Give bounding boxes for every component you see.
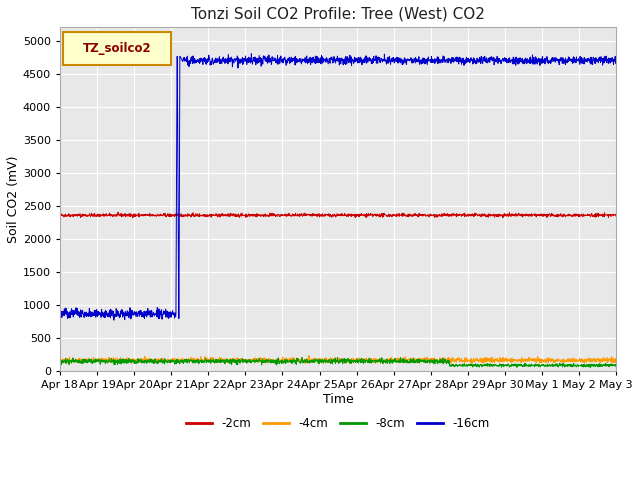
-8cm [494, 364, 502, 370]
-2cm [327, 213, 335, 218]
-8cm [333, 355, 341, 360]
Title: Tonzi Soil CO2 Profile: Tree (West) CO2: Tonzi Soil CO2 Profile: Tree (West) CO2 [191, 7, 485, 22]
-16cm [327, 55, 335, 61]
-4cm [596, 358, 604, 364]
-16cm [312, 58, 320, 63]
Line: -4cm: -4cm [60, 356, 616, 364]
-4cm [327, 356, 335, 362]
-4cm [312, 357, 320, 362]
-4cm [63, 361, 70, 367]
-4cm [84, 356, 92, 362]
Legend: -2cm, -4cm, -8cm, -16cm: -2cm, -4cm, -8cm, -16cm [182, 412, 495, 434]
-4cm [56, 358, 64, 364]
-2cm [495, 214, 502, 219]
-4cm [597, 360, 605, 366]
-2cm [597, 213, 605, 218]
Line: -8cm: -8cm [60, 358, 616, 367]
Line: -16cm: -16cm [60, 54, 616, 320]
-16cm [597, 60, 605, 65]
-8cm [312, 357, 319, 362]
Line: -2cm: -2cm [60, 212, 616, 218]
-16cm [56, 313, 64, 319]
-2cm [312, 213, 320, 219]
-8cm [612, 363, 620, 369]
-8cm [84, 357, 92, 362]
FancyBboxPatch shape [63, 33, 171, 65]
-4cm [495, 358, 502, 364]
-16cm [596, 57, 604, 63]
-8cm [597, 363, 605, 369]
-8cm [596, 362, 604, 368]
-4cm [612, 357, 620, 362]
-16cm [84, 313, 92, 319]
-8cm [326, 360, 334, 365]
-16cm [495, 58, 502, 64]
-4cm [305, 353, 313, 359]
-2cm [129, 215, 136, 221]
-2cm [114, 209, 122, 215]
-16cm [248, 51, 255, 57]
-2cm [612, 213, 620, 219]
-8cm [56, 360, 64, 365]
Y-axis label: Soil CO2 (mV): Soil CO2 (mV) [7, 156, 20, 243]
-8cm [587, 364, 595, 370]
-2cm [56, 212, 64, 218]
-2cm [596, 212, 604, 218]
-16cm [612, 58, 620, 64]
-16cm [110, 317, 118, 323]
X-axis label: Time: Time [323, 393, 353, 406]
Text: TZ_soilco2: TZ_soilco2 [83, 42, 152, 55]
-2cm [84, 213, 92, 218]
